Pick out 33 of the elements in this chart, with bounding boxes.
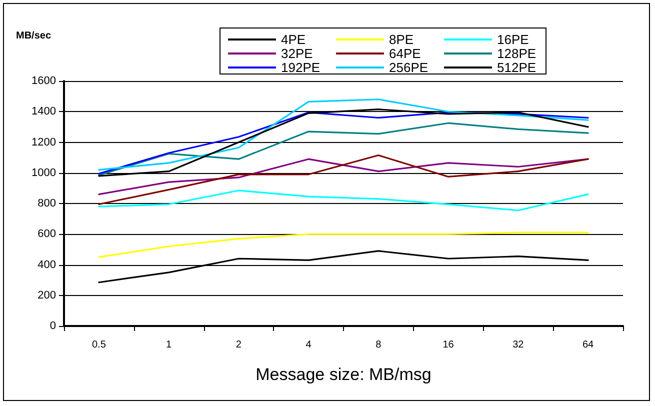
x-tick-label: 8 — [376, 340, 382, 350]
x-tick-label: 64 — [582, 340, 594, 350]
y-tick-label: 800 — [38, 198, 56, 210]
x-tick-label: 2 — [236, 340, 242, 350]
line-series — [98, 190, 589, 212]
y-tick-label: 1000 — [32, 166, 56, 179]
legend-label: 128PE — [497, 46, 536, 61]
line-series — [98, 154, 589, 206]
x-tick-label: 16 — [442, 340, 454, 350]
legend-label: 512PE — [497, 60, 536, 75]
legend-label: 8PE — [389, 32, 414, 47]
line-series — [98, 98, 589, 171]
y-axis-title: MB/sec — [16, 30, 52, 42]
x-tick-label: 1 — [166, 340, 172, 350]
legend-label: 32PE — [281, 46, 314, 61]
legend-label: 192PE — [281, 60, 320, 75]
y-tick-label: 1600 — [32, 75, 56, 87]
y-tick-label: 600 — [38, 228, 56, 240]
legend-label: 64PE — [389, 46, 422, 61]
legend-label: 256PE — [389, 60, 428, 75]
y-tick-label: 0 — [50, 320, 56, 332]
line-series — [98, 122, 589, 176]
x-tick-label: 4 — [306, 340, 312, 350]
y-tick-label: 200 — [38, 289, 56, 302]
line-series — [98, 232, 589, 258]
legend-label: 16PE — [497, 32, 530, 47]
y-tick-label: 1200 — [32, 136, 56, 148]
x-tick-label: 32 — [512, 340, 524, 350]
y-tick-label: 1400 — [32, 106, 56, 118]
x-axis-title: Message size: MB/msg — [256, 365, 432, 384]
legend-label: 4PE — [281, 32, 306, 47]
x-tick-label: 0.5 — [92, 340, 106, 350]
y-tick-label: 400 — [38, 258, 56, 271]
